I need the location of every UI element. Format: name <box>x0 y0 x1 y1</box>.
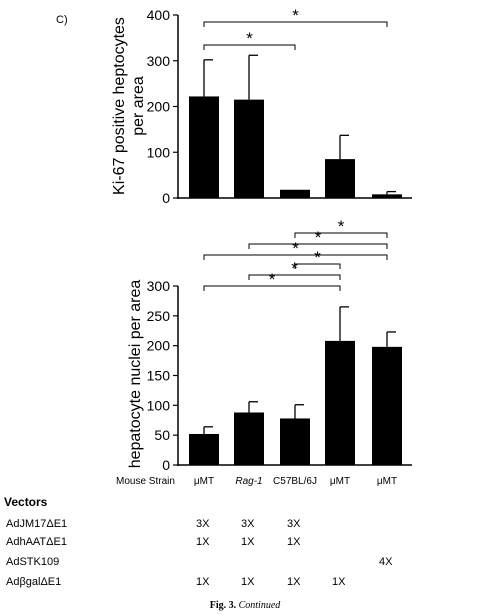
dose-cell: 4X <box>379 556 393 568</box>
caption-fig-label: Fig. 3. <box>209 600 237 611</box>
chart1-ytick-label: 200 <box>147 99 171 115</box>
caption-text: Continued <box>238 600 281 611</box>
chart2-significance-bracket <box>248 274 341 280</box>
chart1-bar <box>234 99 264 198</box>
chart2-bar <box>234 412 264 465</box>
category-label: μMT <box>330 476 350 487</box>
chart2-significance-bracket <box>248 243 388 249</box>
chart2-ytick-label: 150 <box>147 368 171 384</box>
chart2-significance-bracket <box>203 285 341 291</box>
panel-label: C) <box>56 14 68 26</box>
ki67-chart: Ki-67 positive heptocytes per area 0 100 2… <box>111 6 412 206</box>
chart2-bar <box>325 340 355 465</box>
dose-cell: 1X <box>241 576 255 588</box>
chart2-significance-star: * <box>315 228 322 247</box>
dose-cell: 1X <box>332 576 346 588</box>
chart2-significance-bracket <box>203 254 388 260</box>
chart1-bar <box>280 189 310 198</box>
vector-name-3: AdSTK109 <box>6 556 60 568</box>
chart2-ytick-label: 50 <box>154 427 170 443</box>
chart1-ytick-label: 100 <box>147 144 171 160</box>
chart2-significance-star: * <box>292 239 299 258</box>
category-label: μMT <box>377 476 397 487</box>
chart1-ytick-label: 400 <box>147 7 171 23</box>
vector-name-1: AdJM17ΔE1 <box>6 518 68 530</box>
chart2-significance-bracket <box>294 263 341 269</box>
dose-cell: 3X <box>287 518 301 530</box>
chart2-ytick-label: 0 <box>162 457 170 473</box>
chart2-ytick-label: 200 <box>147 338 171 354</box>
chart1-significance-star: * <box>292 6 299 25</box>
vectors-header: Vectors <box>4 495 48 509</box>
dose-cell: 3X <box>196 518 210 530</box>
nuclei-chart: hepatocyte nuclei per area Mouse Strain … <box>116 217 412 487</box>
chart2-bar <box>280 418 310 465</box>
vector-name-2: AdhAATΔE1 <box>6 536 67 548</box>
figure-caption: Fig. 3. Continued <box>0 600 490 611</box>
dose-cell: 3X <box>241 518 255 530</box>
category-label: μMT <box>194 476 214 487</box>
dose-cell: 1X <box>287 576 301 588</box>
chart2-ytick-label: 100 <box>147 397 171 413</box>
chart1-bar <box>325 159 355 198</box>
dose-cell: 1X <box>196 536 210 548</box>
chart1-bar <box>372 194 402 198</box>
chart1-ylabel-line2: per area <box>130 76 147 136</box>
chart2-bar <box>372 346 402 465</box>
chart1-ytick-label: 0 <box>162 190 170 206</box>
category-label: C57BL/6J <box>273 476 317 487</box>
chart2-significance-star: * <box>314 248 321 267</box>
chart1-significance-bracket <box>203 44 296 50</box>
dose-cell: 1X <box>196 576 210 588</box>
chart1-significance-star: * <box>246 29 253 48</box>
chart2-significance-star: * <box>338 217 345 236</box>
category-label: Rag-1 <box>235 476 262 487</box>
dose-cell: 1X <box>287 536 301 548</box>
categories-header: Mouse Strain <box>116 476 175 487</box>
chart1-significance-bracket <box>203 21 388 27</box>
chart2-significance-bracket <box>294 232 388 238</box>
chart2-significance-star: * <box>269 270 276 289</box>
chart2-ytick-label: 250 <box>147 308 171 324</box>
vector-name-4: AdβgalΔE1 <box>6 576 62 588</box>
chart2-bar <box>189 433 219 465</box>
chart1-ylabel-line1: Ki-67 positive heptocytes <box>111 17 128 195</box>
chart2-ytick-label: 300 <box>147 278 171 294</box>
dose-cell: 1X <box>241 536 255 548</box>
chart2-ylabel: hepatocyte nuclei per area <box>127 280 144 469</box>
chart1-ytick-label: 300 <box>147 53 171 69</box>
chart1-bar <box>189 96 219 198</box>
